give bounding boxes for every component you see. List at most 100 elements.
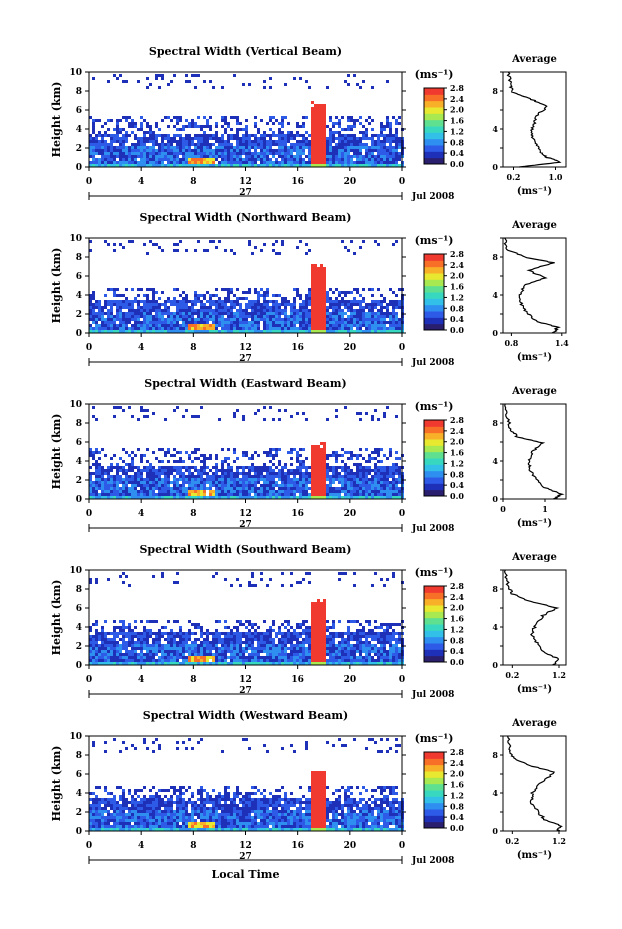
panel-title: Spectral Width (Westward Beam) xyxy=(143,709,348,722)
colorbar-swatch xyxy=(424,317,444,325)
average-x-tick-label: 1.2 xyxy=(552,670,566,680)
y-tick-label: 2 xyxy=(76,310,82,320)
y-tick-label: 0 xyxy=(76,827,82,837)
average-x-tick-label: 0.2 xyxy=(505,670,519,680)
average-profile-line xyxy=(503,237,561,334)
x-tick-label: 16 xyxy=(291,841,304,851)
y-tick-label: 10 xyxy=(69,234,82,244)
y-tick-label: 10 xyxy=(69,68,82,78)
colorbar-swatch xyxy=(424,94,444,102)
colorbar-swatch xyxy=(424,624,444,631)
colorbar-tick-label: 2.8 xyxy=(450,83,464,93)
colorbar-swatch xyxy=(424,643,444,650)
colorbar-frame xyxy=(423,419,445,497)
colorbar-tick-label: 2.4 xyxy=(450,260,464,270)
colorbar-units: (ms⁻¹) xyxy=(415,732,454,745)
colorbar-swatch xyxy=(424,815,444,823)
x-tick-label: 0 xyxy=(399,841,405,851)
colorbar-swatch xyxy=(424,771,444,778)
y-axis-label: Height (km) xyxy=(50,82,63,158)
average-y-tick-label: 4 xyxy=(492,456,498,466)
colorbar-swatch xyxy=(424,821,444,829)
average-x-tick-label: 1.0 xyxy=(549,172,563,182)
colorbar-tick-label: 1.2 xyxy=(450,126,464,136)
colorbar-tick-label: 0.4 xyxy=(450,148,464,158)
colorbar-frame xyxy=(423,87,445,165)
y-tick-label: 2 xyxy=(76,144,82,154)
x-axis-label: Local Time xyxy=(212,868,280,881)
colorbar-tick-label: 2.0 xyxy=(450,271,464,281)
colorbar-swatch xyxy=(424,323,444,331)
colorbar-swatch xyxy=(424,752,444,759)
colorbar-tick-label: 0.0 xyxy=(450,159,464,169)
average-y-tick-label: 0 xyxy=(492,328,498,338)
colorbar-swatch xyxy=(424,273,444,280)
day-label: 27 xyxy=(239,852,252,862)
colorbar-tick-label: 0.8 xyxy=(450,635,464,645)
y-tick-label: 0 xyxy=(76,495,82,505)
colorbar-tick-label: 0.8 xyxy=(450,469,464,479)
y-axis-label: Height (km) xyxy=(50,414,63,490)
x-tick-label: 20 xyxy=(344,509,357,519)
x-tick-label: 0 xyxy=(399,343,405,353)
colorbar-tick-label: 2.8 xyxy=(450,747,464,757)
y-tick-label: 6 xyxy=(76,272,82,282)
colorbar-swatch xyxy=(424,655,444,663)
average-x-tick-label: 1.2 xyxy=(552,836,566,846)
colorbar-swatch xyxy=(424,451,444,459)
colorbar-swatch xyxy=(424,470,444,478)
average-frame xyxy=(502,71,567,168)
colorbar-tick-label: 1.6 xyxy=(450,116,464,126)
x-tick-label: 8 xyxy=(190,675,196,685)
colorbar-swatch xyxy=(424,432,444,440)
heatmap-cells xyxy=(89,240,404,333)
x-tick-label: 0 xyxy=(86,841,92,851)
colorbar-tick-label: 2.0 xyxy=(450,769,464,779)
colorbar-swatch xyxy=(424,292,444,299)
panel-title: Spectral Width (Southward Beam) xyxy=(139,543,351,556)
colorbar-tick-label: 2.0 xyxy=(450,603,464,613)
panel-title: Spectral Width (Vertical Beam) xyxy=(149,45,342,58)
x-tick-label: 20 xyxy=(344,177,357,187)
x-tick-label: 12 xyxy=(239,343,252,353)
heatmap-cells xyxy=(89,406,404,499)
average-y-tick-label: 8 xyxy=(492,584,498,594)
date-label: Jul 2008 xyxy=(411,358,454,368)
colorbar-swatch xyxy=(424,445,444,453)
y-tick-label: 8 xyxy=(76,419,82,429)
colorbar-swatch xyxy=(424,809,444,816)
x-tick-label: 0 xyxy=(86,177,92,187)
colorbar-swatch xyxy=(424,458,444,465)
y-tick-label: 6 xyxy=(76,438,82,448)
average-x-tick-label: 0.2 xyxy=(505,836,519,846)
average-x-tick-label: 1 xyxy=(542,504,548,514)
average-x-tick-label: 0.8 xyxy=(504,338,518,348)
y-tick-label: 2 xyxy=(76,642,82,652)
colorbar-swatch xyxy=(424,483,444,491)
heatmap-panel: Spectral Width (Southward Beam) 0 2 4 6 8 10 He… xyxy=(50,543,567,700)
average-y-tick-label: 4 xyxy=(492,124,498,134)
average-y-tick-label: 0 xyxy=(492,660,498,670)
colorbar-tick-label: 2.8 xyxy=(450,581,464,591)
average-frame xyxy=(502,237,567,334)
colorbar-swatch xyxy=(424,605,444,612)
colorbar-swatch xyxy=(424,464,444,472)
colorbar-swatch xyxy=(424,304,444,312)
date-label: Jul 2008 xyxy=(411,524,454,534)
colorbar-tick-label: 2.0 xyxy=(450,437,464,447)
colorbar-tick-label: 0.0 xyxy=(450,325,464,335)
y-tick-label: 8 xyxy=(76,253,82,263)
day-label: 27 xyxy=(239,686,252,696)
colorbar-swatch xyxy=(424,758,444,766)
colorbar-tick-label: 0.0 xyxy=(450,491,464,501)
colorbar-swatch xyxy=(424,592,444,600)
average-y-tick-label: 4 xyxy=(492,290,498,300)
colorbar-swatch xyxy=(424,764,444,772)
average-y-tick-label: 8 xyxy=(492,86,498,96)
colorbar-tick-label: 2.4 xyxy=(450,592,464,602)
date-label: Jul 2008 xyxy=(411,192,454,202)
panel-title: Spectral Width (Northward Beam) xyxy=(140,211,352,224)
colorbar-units: (ms⁻¹) xyxy=(415,68,454,81)
colorbar-swatch xyxy=(424,298,444,306)
